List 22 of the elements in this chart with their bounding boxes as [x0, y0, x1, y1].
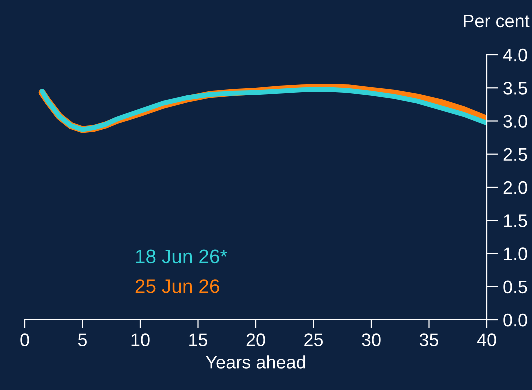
x-tick-label: 15 — [190, 334, 208, 346]
x-tick-label: 40 — [477, 334, 496, 346]
y-tick-label: 1.0 — [504, 248, 528, 260]
y-tick-label: 2.5 — [504, 148, 528, 162]
y-axis-title: Per cent — [464, 14, 530, 28]
y-tick-label: 3.0 — [504, 115, 528, 128]
x-tick-label: 5 — [78, 334, 88, 346]
x-tick-label: 20 — [246, 334, 266, 346]
x-tick-label: 0 — [20, 334, 30, 346]
x-tick-label: 10 — [132, 334, 150, 346]
x-tick-label: 25 — [304, 334, 324, 346]
text: 18 Jun 26* — [136, 250, 228, 264]
y-tick-label: 0.0 — [504, 314, 528, 327]
y-tick-label: 2.0 — [504, 181, 528, 194]
x-tick-label: 35 — [420, 334, 439, 346]
y-tick-label: 4.0 — [503, 48, 528, 62]
y-tick-label: 1.5 — [504, 214, 528, 228]
y-tick-label: 3.5 — [504, 82, 528, 95]
x-tick-label: 30 — [362, 334, 381, 346]
y-tick-label: 0.5 — [504, 280, 528, 294]
text: 25 Jun 26 — [136, 280, 220, 294]
x-axis-title: Years ahead — [206, 356, 306, 369]
